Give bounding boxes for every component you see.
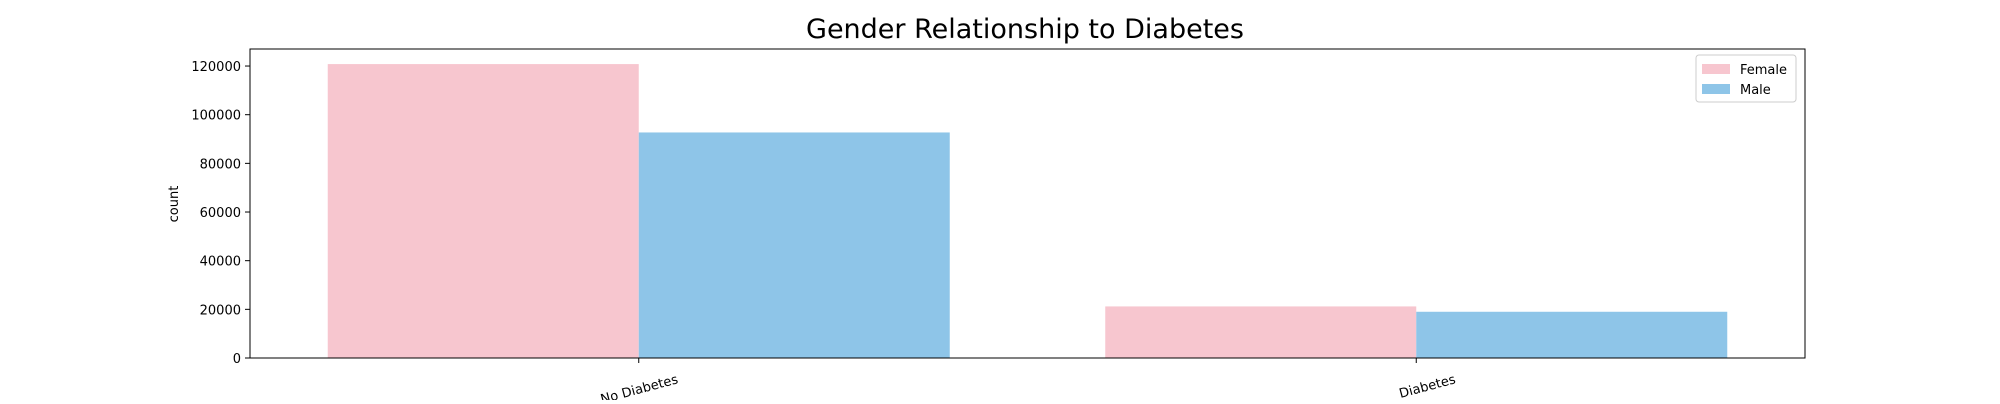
legend-swatch-female (1702, 64, 1730, 74)
legend-label-male: Male (1740, 83, 1771, 98)
y-tick-label: 100000 (191, 109, 241, 124)
legend-label-female: Female (1740, 63, 1787, 78)
y-tick-label: 40000 (200, 255, 241, 270)
legend: Female Male (1695, 54, 1797, 103)
y-axis-label: count (167, 186, 182, 223)
x-tick-label: Diabetes (1398, 372, 1458, 400)
chart-title: Gender Relationship to Diabetes (806, 14, 1244, 45)
bar-female-no-diabetes (327, 64, 639, 359)
bars-layer (327, 64, 1728, 359)
y-tick-label: 80000 (200, 157, 241, 172)
y-tick-label: 60000 (200, 206, 241, 221)
y-tick-label: 20000 (200, 303, 241, 318)
y-tick-label: 120000 (191, 60, 241, 75)
y-axis: 0 20000 40000 60000 80000 100000 120000 (191, 60, 250, 367)
x-tick-label: No Diabetes (599, 372, 680, 400)
bar-male-diabetes (1416, 311, 1728, 358)
bar-male-no-diabetes (638, 132, 950, 358)
bar-female-diabetes (1105, 306, 1417, 358)
x-axis: No Diabetes Diabetes (599, 358, 1458, 404)
plot-frame (249, 48, 1806, 359)
legend-swatch-male (1702, 84, 1730, 94)
y-tick-label: 0 (233, 352, 241, 367)
